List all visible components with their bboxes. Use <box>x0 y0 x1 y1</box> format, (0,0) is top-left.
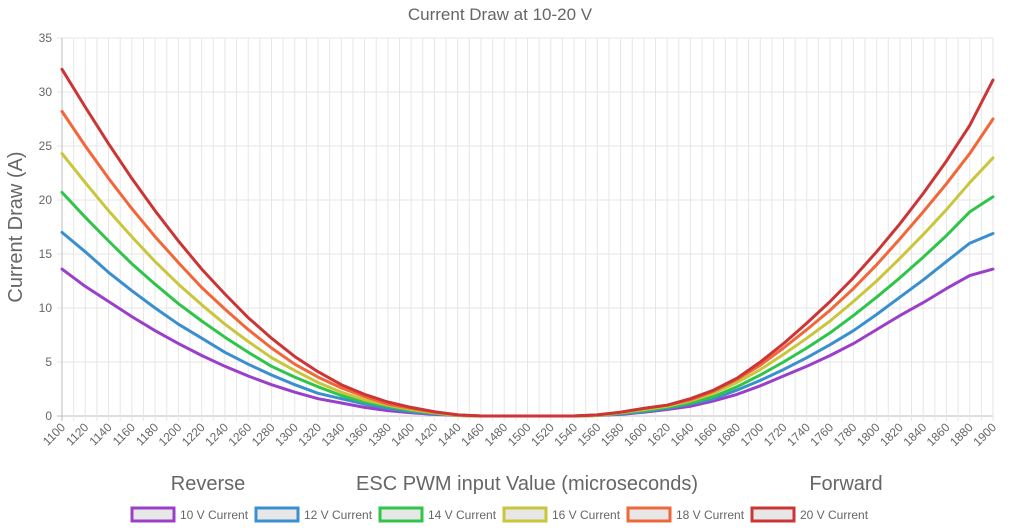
y-tick-label: 20 <box>39 193 53 207</box>
x-tick-label: 1340 <box>319 420 348 449</box>
grid <box>57 37 994 421</box>
x-tick-label: 1780 <box>831 420 860 449</box>
x-tick-label: 1440 <box>435 420 464 449</box>
x-axis-label: ESC PWM input Value (microseconds) <box>356 473 698 495</box>
legend-label: 16 V Current <box>552 508 621 522</box>
x-tick-label: 1180 <box>133 420 161 448</box>
y-tick-label: 5 <box>45 355 52 369</box>
y-tick-label: 15 <box>39 247 53 261</box>
y-tick-label: 30 <box>39 85 53 99</box>
x-tick-label: 1880 <box>947 420 976 449</box>
legend-swatch <box>378 506 424 523</box>
x-tick-label: 1360 <box>342 420 371 449</box>
series-lines <box>60 67 995 418</box>
forward-label: Forward <box>809 473 882 495</box>
legend-label: 10 V Current <box>180 508 249 522</box>
legend-swatch <box>502 506 548 523</box>
x-tick-label: 1100 <box>40 420 68 448</box>
legend: 10 V Current 12 V Current 14 V Current 16 V… <box>130 506 869 523</box>
x-tick-label: 1660 <box>691 420 720 449</box>
x-tick-label: 1680 <box>714 420 743 449</box>
y-tick-label: 0 <box>45 409 52 423</box>
x-tick-label: 1900 <box>970 420 999 449</box>
x-tick-label: 1720 <box>761 420 790 449</box>
x-tick-label: 1500 <box>505 420 534 449</box>
y-tick-label: 10 <box>39 301 53 315</box>
x-axis-ticks: 1100112011401160118012001220124012601280… <box>40 420 999 449</box>
reverse-label: Reverse <box>171 473 245 495</box>
legend-label: 18 V Current <box>676 508 745 522</box>
legend-label: 20 V Current <box>800 508 869 522</box>
x-tick-label: 1760 <box>807 420 836 449</box>
x-tick-label: 1160 <box>110 420 138 448</box>
x-tick-label: 1860 <box>924 420 953 449</box>
x-tick-label: 1620 <box>644 420 673 449</box>
x-tick-label: 1400 <box>388 420 417 449</box>
x-tick-label: 1540 <box>551 420 580 449</box>
x-tick-label: 1840 <box>901 420 930 449</box>
x-tick-label: 1420 <box>412 420 441 449</box>
legend-swatch <box>254 506 300 523</box>
x-tick-label: 1640 <box>668 420 697 449</box>
x-tick-label: 1600 <box>621 420 650 449</box>
x-tick-label: 1200 <box>156 420 185 449</box>
x-tick-label: 1740 <box>784 420 813 449</box>
x-tick-label: 1520 <box>528 420 557 449</box>
x-tick-label: 1700 <box>738 420 767 449</box>
legend-swatch <box>130 506 176 523</box>
legend-label: 12 V Current <box>304 508 373 522</box>
chart-title: Current Draw at 10-20 V <box>408 5 593 24</box>
legend-swatch <box>626 506 672 523</box>
x-tick-label: 1800 <box>854 420 883 449</box>
series-line-20-v-current <box>60 67 995 418</box>
x-tick-label: 1240 <box>202 420 231 449</box>
x-tick-label: 1300 <box>272 420 301 449</box>
x-tick-label: 1220 <box>179 420 208 449</box>
x-tick-label: 1460 <box>458 420 487 449</box>
x-tick-label: 1480 <box>482 420 511 449</box>
x-tick-label: 1380 <box>365 420 394 449</box>
x-tick-label: 1280 <box>249 420 278 449</box>
y-tick-label: 35 <box>39 31 53 45</box>
x-tick-label: 1120 <box>63 420 91 448</box>
x-tick-label: 1260 <box>226 420 255 449</box>
y-tick-label: 25 <box>39 139 53 153</box>
legend-label: 14 V Current <box>428 508 497 522</box>
y-axis-ticks: 0 5 10 15 20 25 30 35 <box>39 31 53 423</box>
y-axis-label: Current Draw (A) <box>5 151 27 302</box>
x-tick-label: 1820 <box>877 420 906 449</box>
x-tick-label: 1580 <box>598 420 627 449</box>
x-tick-label: 1560 <box>575 420 604 449</box>
legend-swatch <box>750 506 796 523</box>
x-tick-label: 1320 <box>295 420 324 449</box>
x-tick-label: 1140 <box>87 420 115 448</box>
